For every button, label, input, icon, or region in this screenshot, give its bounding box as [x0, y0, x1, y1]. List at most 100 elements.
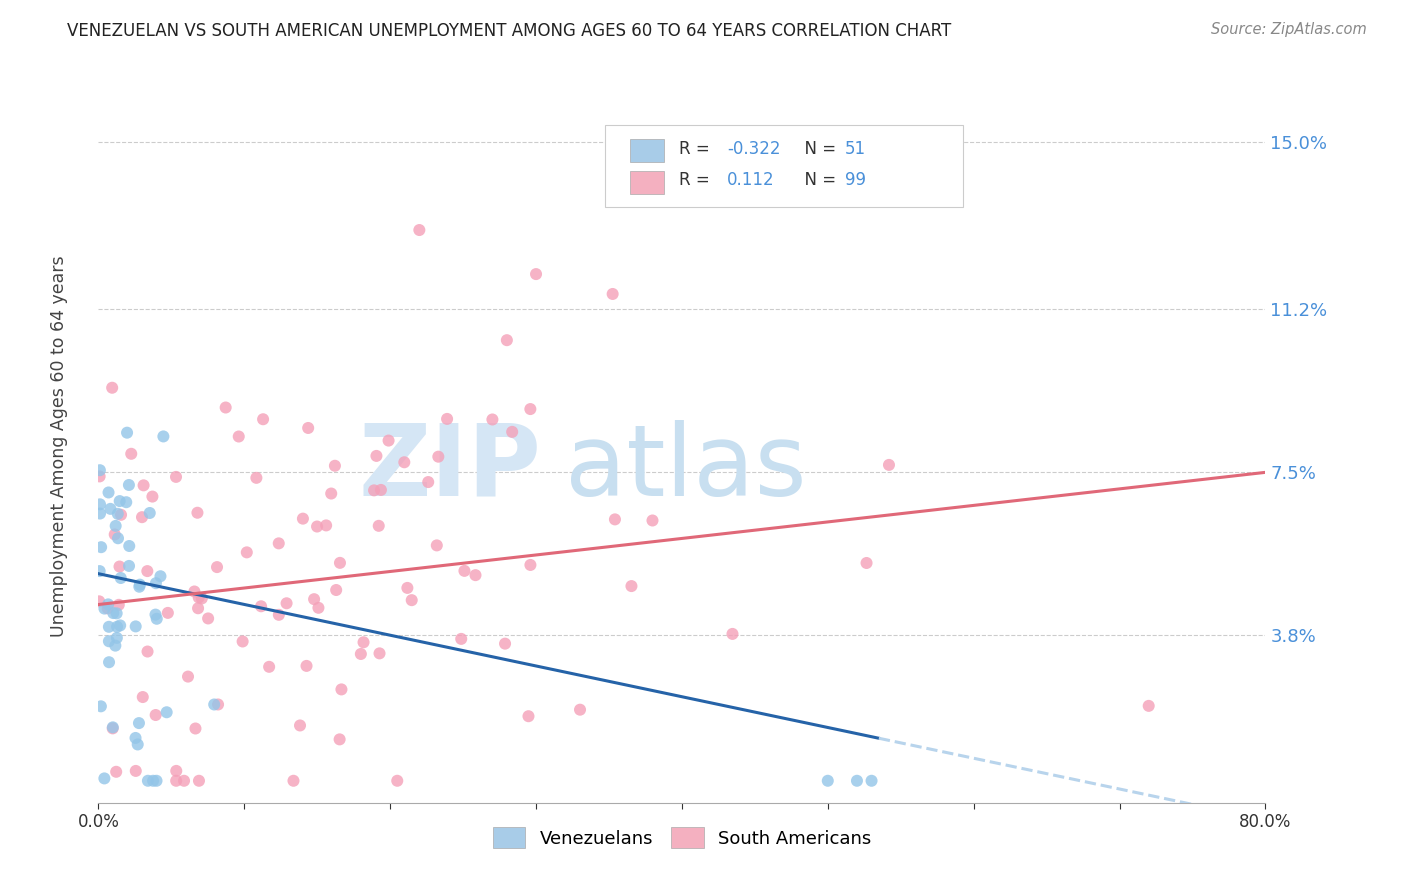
Text: 51: 51	[845, 140, 866, 158]
Point	[156, 606, 179, 620]
Point	[125, 764, 148, 778]
Point	[98, 655, 121, 669]
Point	[100, 501, 122, 516]
Point	[97, 485, 120, 500]
Point	[427, 450, 450, 464]
Point	[464, 568, 486, 582]
Point	[370, 483, 392, 497]
Point	[569, 703, 592, 717]
Point	[97, 601, 120, 615]
Point	[519, 402, 541, 417]
Point	[118, 539, 141, 553]
Point	[524, 267, 547, 281]
Point	[252, 412, 274, 426]
Point	[267, 536, 290, 550]
Point	[183, 584, 205, 599]
Point	[494, 637, 516, 651]
Point	[108, 559, 131, 574]
Point	[127, 738, 149, 752]
Point	[401, 593, 423, 607]
Text: -0.322: -0.322	[727, 140, 780, 158]
Point	[353, 635, 375, 649]
Text: Source: ZipAtlas.com: Source: ZipAtlas.com	[1211, 22, 1367, 37]
Point	[368, 646, 391, 660]
Point	[125, 619, 148, 633]
Point	[408, 223, 430, 237]
Text: N =: N =	[794, 171, 842, 189]
Text: ZIP: ZIP	[359, 420, 541, 516]
Point	[1137, 698, 1160, 713]
Text: 99: 99	[845, 171, 866, 189]
Text: VENEZUELAN VS SOUTH AMERICAN UNEMPLOYMENT AMONG AGES 60 TO 64 YEARS CORRELATION : VENEZUELAN VS SOUTH AMERICAN UNEMPLOYMEN…	[67, 22, 952, 40]
Point	[156, 705, 179, 719]
Point	[145, 708, 167, 723]
Point	[89, 469, 111, 483]
Point	[128, 577, 150, 591]
Point	[302, 592, 325, 607]
Point	[124, 731, 146, 745]
Point	[105, 631, 128, 645]
Point	[283, 773, 305, 788]
Point	[136, 644, 159, 658]
Point	[329, 556, 352, 570]
Point	[141, 490, 163, 504]
Point	[110, 571, 132, 585]
Point	[104, 527, 127, 541]
Point	[215, 401, 238, 415]
Point	[108, 494, 131, 508]
Point	[89, 463, 111, 477]
Text: 0.112: 0.112	[727, 171, 775, 189]
Point	[481, 412, 503, 426]
Point	[107, 598, 129, 612]
Point	[620, 579, 643, 593]
Point	[232, 634, 254, 648]
Text: R =: R =	[679, 171, 720, 189]
Point	[139, 506, 162, 520]
Point	[165, 470, 187, 484]
Point	[97, 634, 120, 648]
Point	[519, 558, 541, 572]
Text: atlas: atlas	[565, 420, 807, 516]
Point	[90, 540, 112, 554]
Point	[165, 773, 187, 788]
Point	[105, 607, 128, 621]
Point	[877, 458, 900, 472]
Point	[396, 581, 419, 595]
Point	[603, 512, 626, 526]
Point	[330, 682, 353, 697]
Point	[118, 558, 141, 573]
Point	[450, 632, 472, 646]
Point	[101, 381, 124, 395]
Point	[184, 722, 207, 736]
Point	[846, 773, 869, 788]
Point	[394, 455, 416, 469]
Point	[101, 722, 124, 736]
Point	[291, 511, 314, 525]
Point	[152, 429, 174, 443]
Point	[387, 773, 409, 788]
Point	[177, 670, 200, 684]
Point	[120, 447, 142, 461]
Point	[115, 495, 138, 509]
Point	[103, 606, 125, 620]
Point	[363, 483, 385, 498]
Point	[128, 580, 150, 594]
Point	[721, 627, 744, 641]
Point	[89, 497, 111, 511]
Point	[426, 538, 449, 552]
Point	[418, 475, 440, 489]
Point	[377, 434, 399, 448]
Point	[329, 732, 352, 747]
Point	[149, 569, 172, 583]
Point	[245, 471, 267, 485]
Point	[202, 698, 225, 712]
Point	[132, 478, 155, 492]
Point	[186, 506, 208, 520]
Point	[93, 772, 115, 786]
Point	[145, 576, 167, 591]
Point	[641, 514, 664, 528]
Point	[288, 718, 311, 732]
Point	[187, 591, 209, 605]
Point	[267, 607, 290, 622]
Point	[101, 720, 124, 734]
